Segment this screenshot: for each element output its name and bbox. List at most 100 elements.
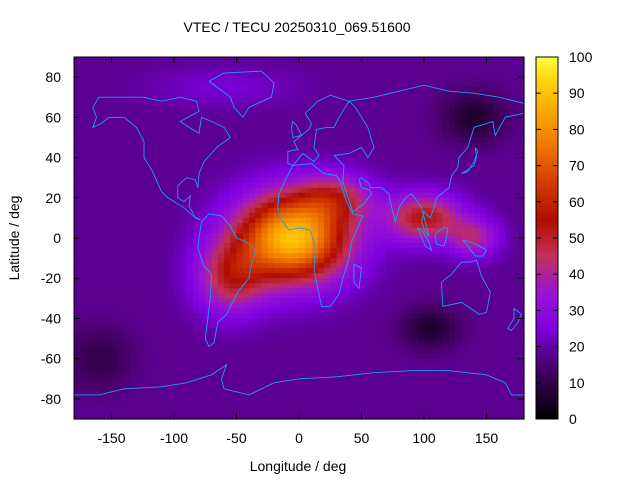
- heatmap-cell: [292, 112, 300, 118]
- heatmap-cell: [492, 388, 500, 395]
- heatmap-cell: [474, 97, 481, 103]
- heatmap-cell: [299, 323, 306, 330]
- heatmap-cell: [467, 363, 475, 370]
- heatmap-cell: [430, 97, 438, 103]
- heatmap-cell: [242, 338, 250, 345]
- heatmap-cell: [355, 77, 363, 83]
- heatmap-cell: [74, 308, 81, 315]
- heatmap-cell: [461, 157, 469, 164]
- heatmap-cell: [74, 288, 81, 294]
- heatmap-cell: [105, 112, 113, 118]
- heatmap-cell: [205, 393, 213, 400]
- heatmap-cell: [86, 298, 94, 304]
- heatmap-cell: [367, 182, 375, 189]
- heatmap-cell: [274, 177, 281, 184]
- heatmap-cell: [167, 102, 175, 108]
- heatmap-cell: [442, 217, 450, 224]
- heatmap-cell: [186, 288, 194, 294]
- heatmap-cell: [499, 127, 506, 134]
- heatmap-cell: [299, 268, 306, 274]
- heatmap-cell: [336, 278, 344, 284]
- heatmap-cell: [111, 403, 119, 410]
- heatmap-cell: [399, 383, 406, 390]
- heatmap-cell: [474, 318, 481, 325]
- heatmap-cell: [517, 102, 525, 108]
- heatmap-cell: [436, 268, 444, 274]
- heatmap-cell: [499, 157, 506, 164]
- heatmap-cell: [180, 288, 188, 294]
- heatmap-cell: [361, 97, 369, 103]
- heatmap-cell: [442, 343, 450, 350]
- heatmap-cell: [136, 117, 144, 123]
- heatmap-cell: [167, 222, 175, 229]
- heatmap-cell: [386, 298, 394, 304]
- heatmap-cell: [486, 212, 494, 219]
- heatmap-cell: [455, 388, 463, 395]
- heatmap-cell: [230, 293, 238, 299]
- heatmap-cell: [74, 227, 81, 234]
- heatmap-cell: [355, 378, 363, 385]
- heatmap-cell: [92, 122, 100, 128]
- heatmap-cell: [124, 243, 131, 249]
- heatmap-cell: [142, 132, 150, 139]
- heatmap-cell: [274, 147, 281, 154]
- heatmap-cell: [174, 263, 181, 269]
- heatmap-cell: [217, 243, 225, 249]
- heatmap-cell: [336, 363, 344, 370]
- heatmap-cell: [117, 57, 125, 63]
- heatmap-cell: [461, 97, 469, 103]
- heatmap-cell: [367, 77, 375, 83]
- heatmap-cell: [467, 393, 475, 400]
- heatmap-cell: [417, 132, 425, 139]
- heatmap-cell: [124, 197, 131, 204]
- heatmap-cell: [161, 318, 169, 325]
- heatmap-cell: [386, 232, 394, 239]
- heatmap-cell: [411, 323, 419, 330]
- heatmap-cell: [74, 373, 81, 380]
- heatmap-cell: [224, 97, 231, 103]
- heatmap-cell: [355, 167, 363, 174]
- heatmap-cell: [317, 57, 325, 63]
- heatmap-cell: [511, 97, 519, 103]
- heatmap-cell: [99, 263, 106, 269]
- heatmap-cell: [292, 258, 300, 264]
- heatmap-cell: [236, 182, 244, 189]
- heatmap-cell: [280, 333, 288, 340]
- heatmap-cell: [386, 227, 394, 234]
- heatmap-cell: [292, 97, 300, 103]
- heatmap-cell: [80, 132, 88, 139]
- heatmap-cell: [355, 72, 363, 78]
- heatmap-cell: [417, 142, 425, 149]
- heatmap-cell: [511, 122, 519, 128]
- heatmap-cell: [442, 157, 450, 164]
- heatmap-cell: [324, 308, 331, 315]
- heatmap-cell: [167, 82, 175, 88]
- heatmap-cell: [311, 192, 319, 199]
- heatmap-cell: [324, 238, 331, 244]
- heatmap-cell: [511, 187, 519, 194]
- heatmap-cell: [267, 62, 275, 68]
- heatmap-cell: [399, 182, 406, 189]
- heatmap-cell: [274, 263, 281, 269]
- heatmap-cell: [255, 102, 263, 108]
- heatmap-cell: [105, 318, 113, 325]
- heatmap-cell: [199, 72, 206, 78]
- heatmap-cell: [499, 238, 506, 244]
- heatmap-cell: [349, 288, 356, 294]
- heatmap-cell: [461, 222, 469, 229]
- heatmap-cell: [399, 142, 406, 149]
- heatmap-cell: [261, 77, 269, 83]
- heatmap-cell: [180, 358, 188, 365]
- heatmap-cell: [217, 383, 225, 390]
- heatmap-cell: [249, 268, 256, 274]
- heatmap-cell: [86, 238, 94, 244]
- heatmap-cell: [455, 127, 463, 134]
- heatmap-cell: [299, 388, 306, 395]
- heatmap-cell: [305, 283, 313, 289]
- heatmap-cell: [286, 383, 294, 390]
- heatmap-cell: [480, 323, 488, 330]
- heatmap-cell: [430, 232, 438, 239]
- heatmap-cell: [174, 102, 181, 108]
- heatmap-cell: [80, 67, 88, 73]
- heatmap-cell: [80, 298, 88, 304]
